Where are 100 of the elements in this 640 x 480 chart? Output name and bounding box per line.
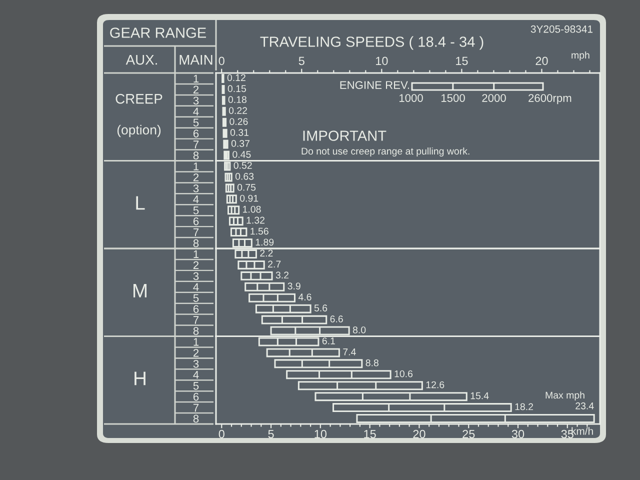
annotation: 8.0 xyxy=(352,326,366,334)
y-tick-label: 7 xyxy=(193,404,199,412)
text: MAIN xyxy=(180,55,212,65)
annotation: 2000 xyxy=(482,94,506,102)
annotation: 1.08 xyxy=(243,206,261,213)
y-tick-label: 2 xyxy=(193,173,199,182)
bar xyxy=(240,271,273,280)
annotation: ENGINE REV. xyxy=(340,81,409,89)
annotation: 18.2 xyxy=(515,403,533,410)
annotation: 0.63 xyxy=(235,172,254,180)
annotation: Max mph xyxy=(546,391,584,401)
y-tick-label: 2 xyxy=(193,261,199,269)
annotation: 1500 xyxy=(441,94,465,102)
y-tick-label: 5 xyxy=(193,118,199,126)
annotation: 0.52 xyxy=(234,162,252,169)
annotation: 0.12 xyxy=(227,74,246,82)
bar xyxy=(225,184,234,193)
bar xyxy=(226,194,237,204)
y-tick-label: 4 xyxy=(193,108,199,116)
bar xyxy=(261,315,328,324)
x-axis-title: km/h xyxy=(572,427,593,435)
y-tick-label: 1 xyxy=(194,250,199,258)
y-tick-label: 8 xyxy=(193,327,199,335)
y-tick-label: 3 xyxy=(193,360,199,368)
y-tick-label: 2 xyxy=(193,348,199,357)
text: 3Y205-98341 xyxy=(530,25,592,33)
x-tick-label: 35 xyxy=(561,430,574,438)
text: GEAR RANGE xyxy=(110,28,206,38)
annotation: 0.75 xyxy=(237,184,256,191)
bar xyxy=(266,348,340,358)
y-axis-title: H xyxy=(134,372,146,386)
x-tick-label: 20 xyxy=(413,430,426,438)
y-tick-label: 7 xyxy=(193,140,199,148)
x2-tick-label: 5 xyxy=(298,56,304,66)
bar xyxy=(230,228,248,237)
annotation: IMPORTANT xyxy=(303,130,386,141)
annotation: 3.2 xyxy=(276,272,289,279)
y-tick-label: 3 xyxy=(193,184,199,192)
x2-tick-label: 15 xyxy=(456,56,468,66)
annotation: 0.37 xyxy=(231,140,250,147)
x2-tick-label: 20 xyxy=(536,56,548,66)
y-axis-title: L xyxy=(136,196,145,210)
y-tick-label: 2 xyxy=(193,86,199,94)
y-tick-label: 4 xyxy=(193,283,199,291)
annotation: 2.2 xyxy=(260,250,273,256)
y-tick-label: 1 xyxy=(194,338,199,346)
y-tick-label: 5 xyxy=(193,294,199,302)
x-tick-label: 10 xyxy=(314,430,327,438)
annotation: 4.6 xyxy=(298,294,312,300)
annotation: 5.6 xyxy=(314,304,328,312)
text: AUX. xyxy=(126,55,157,65)
annotation: 12.6 xyxy=(426,381,444,388)
annotation: 1.32 xyxy=(246,216,264,224)
annotation: Do not use creep range at pulling work. xyxy=(302,147,470,157)
x-tick-label: 0 xyxy=(218,430,224,438)
bar xyxy=(314,392,468,402)
bar xyxy=(248,293,296,302)
bar xyxy=(286,370,392,380)
chart-title: TRAVELING SPEEDS ( 18.4 - 34 ) xyxy=(260,36,484,50)
x2-axis-title: mph xyxy=(572,51,590,61)
annotation: 0.45 xyxy=(232,150,251,158)
bar xyxy=(227,206,240,215)
x-tick-label: 25 xyxy=(462,430,475,438)
annotation: 1000 xyxy=(399,94,423,102)
annotation: 8.8 xyxy=(366,359,378,366)
annotation: 1.89 xyxy=(256,238,274,246)
annotation: 0.22 xyxy=(228,107,247,114)
annotation: 10.6 xyxy=(394,370,413,378)
y-tick-label: 5 xyxy=(193,382,199,390)
y-tick-label: 5 xyxy=(193,206,199,214)
x-tick-label: 5 xyxy=(268,430,274,438)
bar xyxy=(255,304,312,314)
bar xyxy=(244,282,285,292)
y-tick-label: 6 xyxy=(193,217,199,226)
y-tick-label: 8 xyxy=(193,152,199,160)
x-tick-label: 15 xyxy=(364,430,376,438)
x-tick-label: 30 xyxy=(512,430,524,438)
annotation: 7.4 xyxy=(343,348,356,356)
y-tick-label: 4 xyxy=(193,196,199,204)
annotation: 2600rpm xyxy=(528,94,572,104)
annotation: 0.26 xyxy=(230,118,248,125)
annotation: 3.9 xyxy=(288,282,300,290)
annotation: 6.6 xyxy=(330,316,343,322)
x2-tick-label: 10 xyxy=(376,56,388,66)
text: (option) xyxy=(117,124,161,138)
y-axis-title: M xyxy=(133,284,147,298)
y-axis-title: CREEP xyxy=(116,94,162,104)
annotation: 6.1 xyxy=(322,337,335,344)
bar xyxy=(332,403,512,412)
annotation: 0.15 xyxy=(228,85,246,92)
annotation: 0.18 xyxy=(228,96,246,104)
annotation: 23.4 xyxy=(576,402,594,410)
y-tick-label: 7 xyxy=(193,316,199,324)
annotation: 0.31 xyxy=(230,129,248,136)
y-tick-label: 3 xyxy=(193,272,199,280)
bar xyxy=(238,260,265,270)
annotation: 2.7 xyxy=(268,260,281,268)
bar xyxy=(224,172,232,182)
bar xyxy=(228,216,244,226)
y-tick-label: 8 xyxy=(193,239,199,248)
